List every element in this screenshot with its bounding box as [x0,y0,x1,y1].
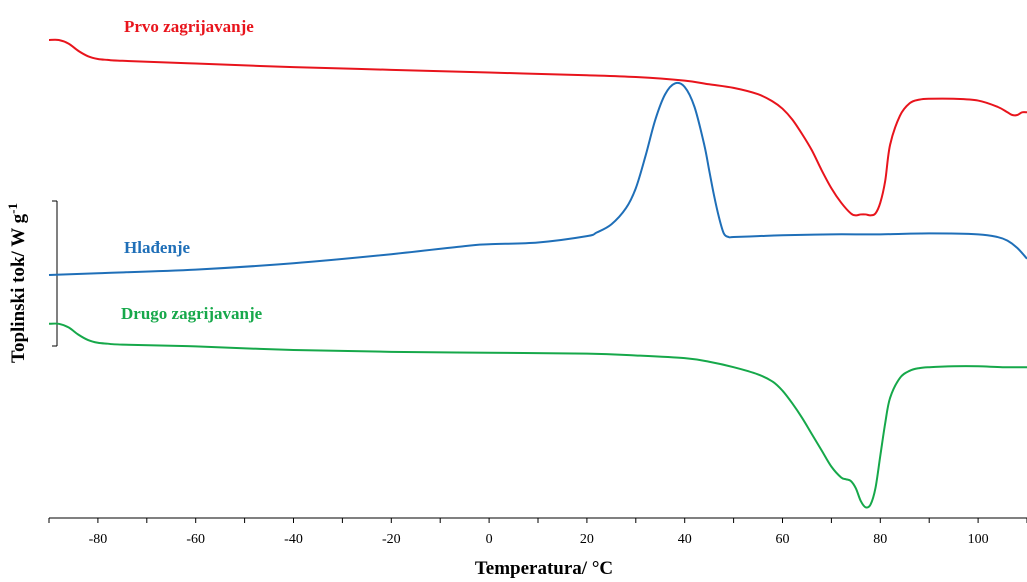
series-label-prvo-zagrijavanje: Prvo zagrijavanje [124,17,254,36]
x-tick-label: -80 [89,532,108,547]
y-axis-title: Toplinski tok/ W g-1 [5,203,29,363]
series-labels-layer: Prvo zagrijavanje Hlađenje Drugo zagrijava… [121,17,263,323]
x-tick-label: 20 [580,532,594,547]
x-tick-label: 100 [968,532,989,547]
x-tick-label: 40 [678,532,692,547]
x-tick-label: 60 [776,532,790,547]
series-label-drugo-zagrijavanje: Drugo zagrijavanje [121,304,263,323]
x-tick-label: 80 [873,532,887,547]
series-layer [48,38,1027,509]
series-line-prvo-zagrijavanje [48,38,1027,217]
axes-layer: -80 -60 -40 -20 0 20 40 60 80 100 [48,200,1027,547]
x-tick-label: -20 [382,532,401,547]
x-tick-label: -40 [284,532,303,547]
y-axis-title-main: Toplinski tok/ W g [8,213,29,363]
x-tick-label: -60 [186,532,205,547]
series-label-hladenje: Hlađenje [124,238,191,257]
y-axis-title-superscript: -1 [5,203,20,214]
series-line-hladenje [48,81,1027,276]
x-axis-title: Temperatura/ °C [475,558,613,579]
series-line-drugo-zagrijavanje [48,322,1027,509]
x-tick-label: 0 [486,532,493,547]
